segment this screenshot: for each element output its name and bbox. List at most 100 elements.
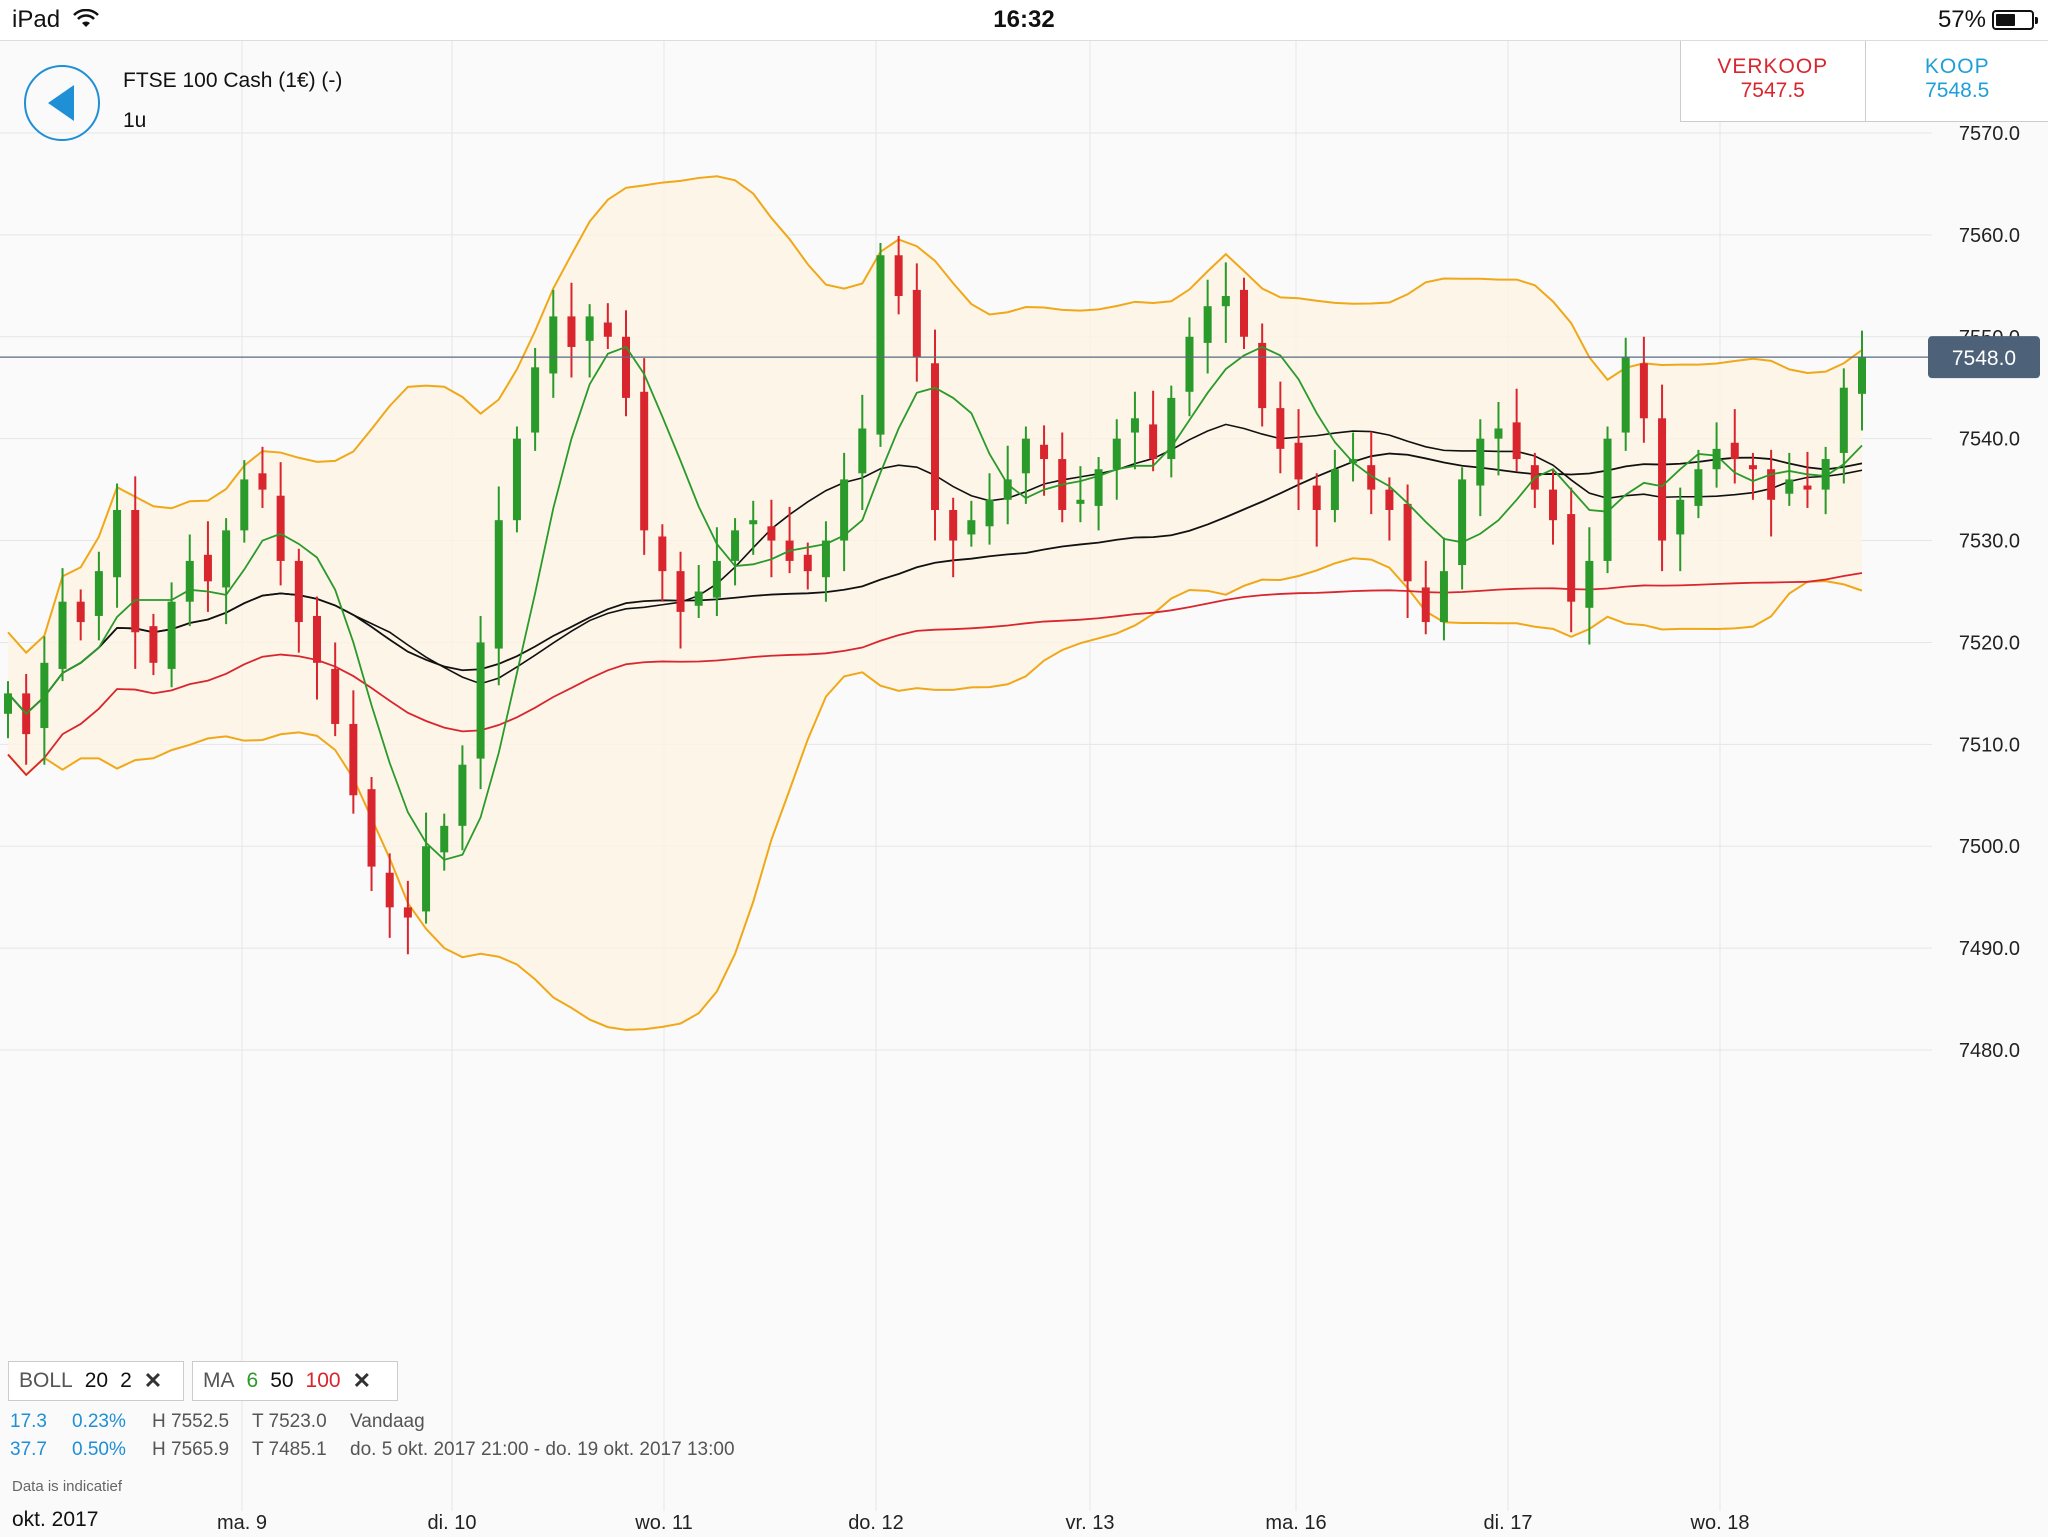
candle-body xyxy=(113,510,121,577)
boll-indicator-chip[interactable]: BOLL 20 2 ✕ xyxy=(8,1361,184,1401)
candle-body xyxy=(1476,439,1484,486)
candle-body xyxy=(1858,357,1866,394)
candle-body xyxy=(1404,504,1412,581)
buy-button[interactable]: KOOP 7548.5 xyxy=(1866,41,2048,121)
instrument-title: FTSE 100 Cash (1€) (-) xyxy=(123,69,342,93)
close-icon[interactable]: ✕ xyxy=(353,1368,371,1394)
x-tick-label: wo. 11 xyxy=(634,1512,692,1534)
change-percent: 0.23% xyxy=(72,1411,152,1433)
candle-body xyxy=(240,479,248,530)
candle-body xyxy=(59,602,67,669)
bollinger-band-fill xyxy=(8,176,1862,1030)
candle-body xyxy=(422,846,430,911)
x-tick-label: vr. 13 xyxy=(1066,1512,1115,1534)
candle-body xyxy=(477,642,485,758)
candle-body xyxy=(1385,490,1393,510)
candle-body xyxy=(858,428,866,473)
close-icon[interactable]: ✕ xyxy=(144,1368,162,1394)
y-tick-label: 7540.0 xyxy=(1959,429,2020,451)
candle-body xyxy=(1622,357,1630,432)
candle-body xyxy=(677,571,685,612)
back-arrow-icon xyxy=(44,83,80,123)
sell-price: 7547.5 xyxy=(1681,79,1865,103)
battery-icon xyxy=(1992,10,2034,30)
month-label: okt. 2017 xyxy=(12,1508,98,1532)
candle-body xyxy=(604,323,612,337)
y-tick-label: 7520.0 xyxy=(1959,632,2020,654)
y-tick-label: 7480.0 xyxy=(1959,1040,2020,1062)
candle-body xyxy=(1513,422,1521,459)
candle-body xyxy=(168,602,176,669)
candle-body xyxy=(1149,424,1157,459)
candle-body xyxy=(1040,445,1048,459)
battery-percent: 57% xyxy=(1938,6,1986,34)
x-tick-label: ma. 9 xyxy=(217,1512,267,1534)
change-value: 17.3 xyxy=(10,1411,72,1433)
candle-body xyxy=(713,561,721,598)
y-tick-label: 7560.0 xyxy=(1959,225,2020,247)
x-tick-label: do. 12 xyxy=(848,1512,904,1534)
candle-body xyxy=(1585,561,1593,608)
sell-label: VERKOOP xyxy=(1681,55,1865,79)
ma-period-50: 50 xyxy=(270,1369,293,1393)
change-value: 37.7 xyxy=(10,1439,72,1461)
candle-body xyxy=(131,510,139,632)
candle-body xyxy=(567,316,575,347)
candle-body xyxy=(840,479,848,540)
candle-body xyxy=(277,496,285,561)
battery-indicator: 57% xyxy=(1938,6,2034,34)
range-label: do. 5 okt. 2017 21:00 - do. 19 okt. 2017… xyxy=(350,1439,735,1461)
candle-body xyxy=(622,337,630,398)
sell-button[interactable]: VERKOOP 7547.5 xyxy=(1681,41,1866,121)
candle-body xyxy=(822,541,830,578)
candle-body xyxy=(331,669,339,724)
candle-body xyxy=(531,367,539,432)
candle-body xyxy=(404,907,412,917)
candle-body xyxy=(767,526,775,540)
x-tick-label: wo. 18 xyxy=(1690,1512,1750,1534)
high-value: H 7565.9 xyxy=(152,1439,252,1461)
y-tick-label: 7490.0 xyxy=(1959,938,2020,960)
chart-area[interactable]: 7570.07560.07550.07540.07530.07520.07510… xyxy=(0,40,2048,1537)
candle-body xyxy=(1004,479,1012,499)
candle-body xyxy=(549,316,557,373)
candle-body xyxy=(513,439,521,521)
ma-label: MA xyxy=(203,1369,235,1393)
ma-indicator-chip[interactable]: MA 6 50 100 ✕ xyxy=(192,1361,398,1401)
price-chart[interactable]: 7570.07560.07550.07540.07530.07520.07510… xyxy=(0,41,2048,1537)
ma-period-100: 100 xyxy=(306,1369,341,1393)
candle-body xyxy=(495,520,503,648)
buy-label: KOOP xyxy=(1866,55,2048,79)
candle-body xyxy=(658,536,666,571)
candle-body xyxy=(1295,443,1303,480)
candle-body xyxy=(386,873,394,908)
boll-deviation: 2 xyxy=(120,1369,132,1393)
candle-body xyxy=(1549,490,1557,521)
ma-period-6: 6 xyxy=(247,1369,259,1393)
x-tick-label: di. 17 xyxy=(1484,1512,1533,1534)
candle-body xyxy=(731,530,739,561)
range-label: Vandaag xyxy=(350,1411,425,1433)
candle-body xyxy=(149,626,157,663)
candle-body xyxy=(1749,465,1757,469)
y-tick-label: 7530.0 xyxy=(1959,531,2020,553)
candle-body xyxy=(804,555,812,571)
candle-body xyxy=(1204,306,1212,343)
candle-body xyxy=(967,520,975,534)
candle-body xyxy=(1222,296,1230,306)
timeframe-label[interactable]: 1u xyxy=(123,109,146,133)
y-tick-label: 7570.0 xyxy=(1959,123,2020,145)
candle-body xyxy=(895,255,903,296)
high-value: H 7552.5 xyxy=(152,1411,252,1433)
status-bar: iPad 16:32 57% xyxy=(0,0,2048,40)
candle-body xyxy=(949,510,957,541)
candle-body xyxy=(313,616,321,663)
candle-body xyxy=(1840,388,1848,453)
candle-body xyxy=(749,520,757,524)
candle-body xyxy=(95,571,103,616)
candle-body xyxy=(913,290,921,357)
candle-body xyxy=(1567,514,1575,602)
back-button[interactable] xyxy=(24,65,100,141)
candle-body xyxy=(640,392,648,531)
candle-body xyxy=(1240,290,1248,337)
